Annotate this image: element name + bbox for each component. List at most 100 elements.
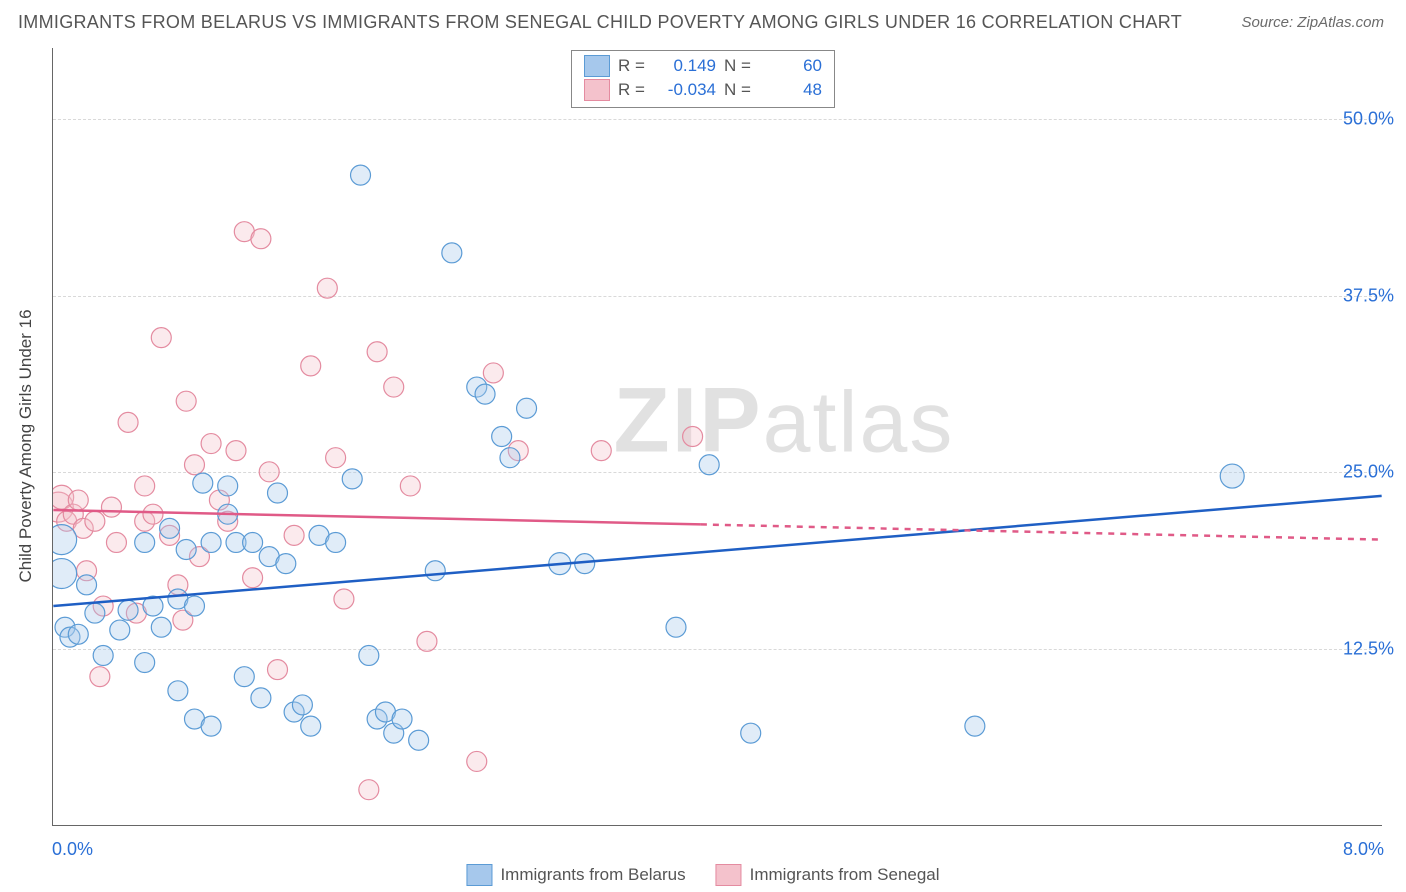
bottom-legend: Immigrants from Belarus Immigrants from S… <box>466 864 939 886</box>
data-point <box>301 356 321 376</box>
r-label: R = <box>618 56 652 76</box>
data-point <box>699 455 719 475</box>
data-point <box>409 730 429 750</box>
data-point <box>201 434 221 454</box>
data-point <box>965 716 985 736</box>
data-point <box>292 695 312 715</box>
data-point <box>168 681 188 701</box>
trend-line <box>701 524 1382 539</box>
data-point <box>53 559 77 589</box>
stats-box: R = 0.149 N = 60 R = -0.034 N = 48 <box>571 50 835 108</box>
data-point <box>68 490 88 510</box>
data-point <box>359 645 379 665</box>
data-point <box>591 441 611 461</box>
data-point <box>118 412 138 432</box>
data-point <box>417 631 437 651</box>
r-value: 0.149 <box>660 56 716 76</box>
chart-svg <box>53 48 1382 825</box>
data-point <box>301 716 321 736</box>
data-point <box>193 473 213 493</box>
data-point <box>77 575 97 595</box>
data-point <box>351 165 371 185</box>
data-point <box>467 751 487 771</box>
r-label: R = <box>618 80 652 100</box>
data-point <box>234 667 254 687</box>
legend-swatch <box>584 55 610 77</box>
data-point <box>483 363 503 383</box>
y-axis-label: Child Poverty Among Girls Under 16 <box>16 309 36 582</box>
data-point <box>85 511 105 531</box>
data-point <box>268 483 288 503</box>
data-point <box>201 532 221 552</box>
data-point <box>135 653 155 673</box>
data-point <box>68 624 88 644</box>
data-point <box>342 469 362 489</box>
data-point <box>259 462 279 482</box>
data-point <box>226 441 246 461</box>
xtick-right: 8.0% <box>1343 839 1384 860</box>
data-point <box>151 328 171 348</box>
data-point <box>492 427 512 447</box>
data-point <box>251 688 271 708</box>
legend-swatch <box>466 864 492 886</box>
data-point <box>101 497 121 517</box>
data-point <box>251 229 271 249</box>
n-label: N = <box>724 80 758 100</box>
data-point <box>500 448 520 468</box>
data-point <box>160 518 180 538</box>
data-point <box>176 540 196 560</box>
legend-label: Immigrants from Senegal <box>750 865 940 885</box>
data-point <box>184 455 204 475</box>
stats-row: R = 0.149 N = 60 <box>584 55 822 77</box>
data-point <box>106 532 126 552</box>
r-value: -0.034 <box>660 80 716 100</box>
data-point <box>110 620 130 640</box>
n-value: 48 <box>766 80 822 100</box>
data-point <box>85 603 105 623</box>
data-point <box>135 476 155 496</box>
legend-label: Immigrants from Belarus <box>500 865 685 885</box>
data-point <box>276 554 296 574</box>
n-value: 60 <box>766 56 822 76</box>
source-label: Source: ZipAtlas.com <box>1241 14 1384 31</box>
data-point <box>517 398 537 418</box>
data-point <box>184 596 204 616</box>
stats-row: R = -0.034 N = 48 <box>584 79 822 101</box>
data-point <box>143 504 163 524</box>
plot-area: ZIPatlas <box>52 48 1382 826</box>
data-point <box>425 561 445 581</box>
data-point <box>392 709 412 729</box>
data-point <box>1220 464 1244 488</box>
data-point <box>666 617 686 637</box>
data-point <box>135 532 155 552</box>
legend-item: Immigrants from Belarus <box>466 864 685 886</box>
data-point <box>317 278 337 298</box>
data-point <box>326 532 346 552</box>
data-point <box>201 716 221 736</box>
data-point <box>384 377 404 397</box>
data-point <box>243 568 263 588</box>
data-point <box>334 589 354 609</box>
data-point <box>151 617 171 637</box>
data-point <box>118 600 138 620</box>
data-point <box>268 660 288 680</box>
data-point <box>475 384 495 404</box>
data-point <box>359 780 379 800</box>
data-point <box>442 243 462 263</box>
data-point <box>284 525 304 545</box>
n-label: N = <box>724 56 758 76</box>
xtick-left: 0.0% <box>52 839 93 860</box>
data-point <box>243 532 263 552</box>
data-point <box>367 342 387 362</box>
data-point <box>400 476 420 496</box>
data-point <box>741 723 761 743</box>
data-point <box>683 427 703 447</box>
data-point <box>93 645 113 665</box>
data-point <box>326 448 346 468</box>
chart-title: IMMIGRANTS FROM BELARUS VS IMMIGRANTS FR… <box>18 12 1182 33</box>
data-point <box>53 525 77 555</box>
legend-swatch <box>584 79 610 101</box>
data-point <box>218 476 238 496</box>
legend-item: Immigrants from Senegal <box>716 864 940 886</box>
data-point <box>90 667 110 687</box>
